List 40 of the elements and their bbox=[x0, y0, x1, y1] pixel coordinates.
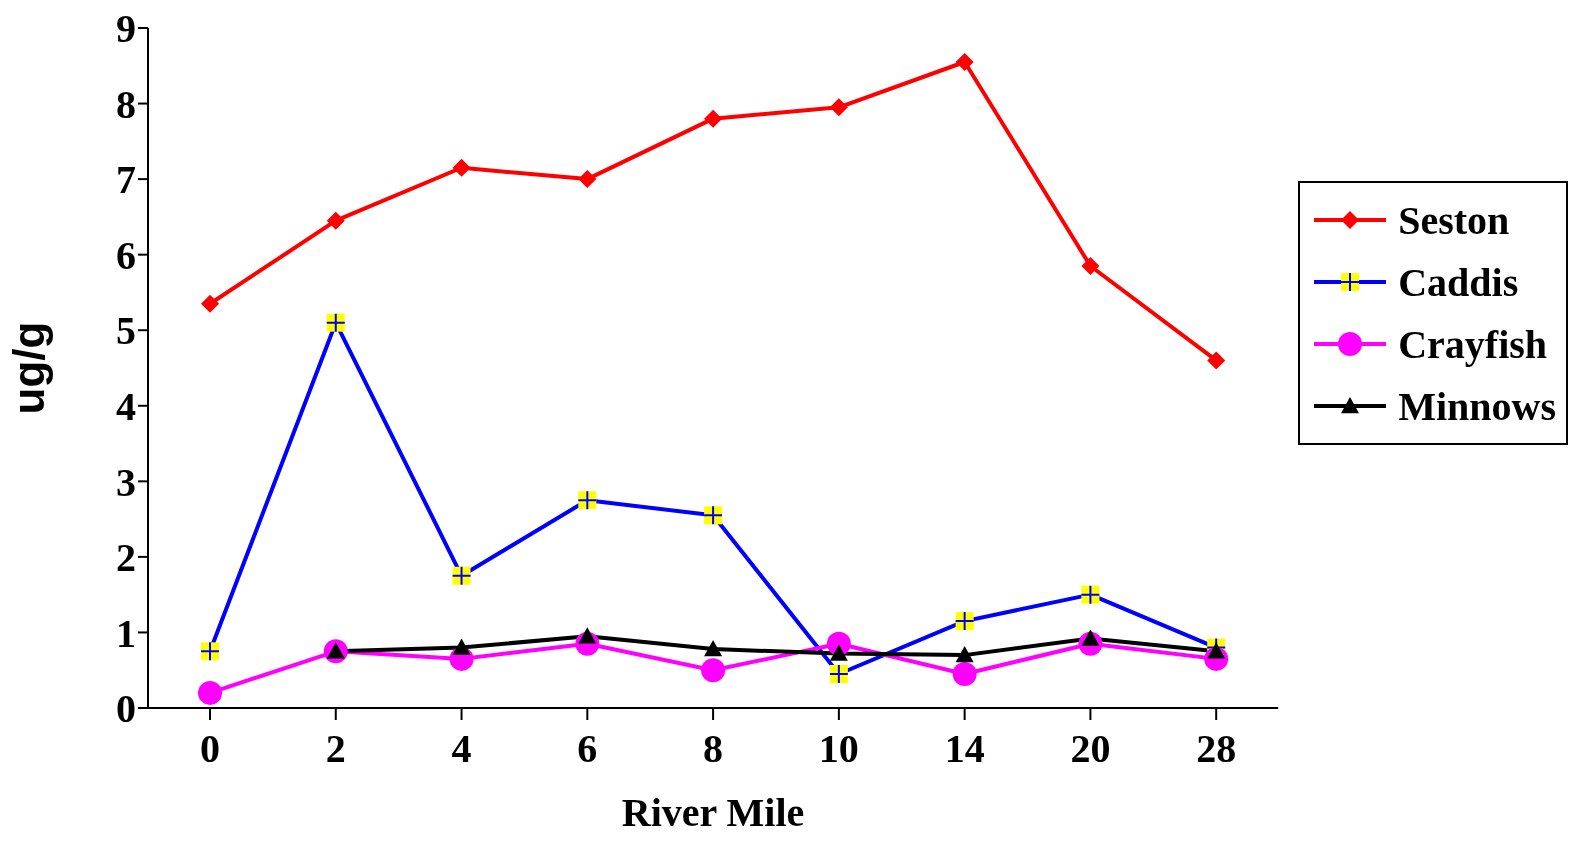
y-tick-label: 3 bbox=[116, 459, 136, 505]
legend-label: Caddis bbox=[1398, 258, 1519, 306]
x-tick-label: 0 bbox=[200, 726, 220, 772]
point bbox=[326, 211, 345, 230]
legend-label: Seston bbox=[1398, 196, 1510, 244]
legend-label: Minnows bbox=[1398, 382, 1556, 430]
y-tick-label: 1 bbox=[116, 610, 136, 656]
y-axis-title: ug/g bbox=[3, 321, 53, 415]
point bbox=[201, 294, 219, 313]
point bbox=[704, 109, 723, 128]
point bbox=[955, 646, 974, 663]
y-tick-label: 4 bbox=[116, 383, 136, 429]
x-tick-label: 28 bbox=[1196, 726, 1237, 772]
legend-label: Crayfish bbox=[1398, 320, 1548, 368]
y-tick-label: 8 bbox=[116, 81, 136, 127]
point bbox=[452, 638, 471, 655]
point bbox=[198, 680, 222, 705]
y-tick-label: 6 bbox=[116, 232, 136, 278]
point bbox=[1081, 257, 1100, 275]
y-tick-label: 2 bbox=[116, 535, 136, 581]
y-tick-label: 5 bbox=[116, 308, 136, 354]
y-tick-label: 7 bbox=[116, 157, 136, 203]
point bbox=[578, 170, 597, 189]
x-tick-label: 10 bbox=[818, 726, 859, 772]
x-tick-label: 8 bbox=[703, 726, 724, 772]
point bbox=[452, 158, 471, 177]
y-tick-label: 0 bbox=[116, 686, 136, 732]
point bbox=[701, 658, 726, 683]
point bbox=[952, 662, 977, 686]
point bbox=[955, 53, 974, 71]
y-tick-label: 9 bbox=[116, 6, 136, 52]
x-tick-label: 4 bbox=[451, 726, 472, 772]
x-tick-label: 6 bbox=[577, 726, 598, 772]
x-tick-label: 20 bbox=[1070, 726, 1111, 772]
point bbox=[1207, 351, 1226, 370]
x-axis-title: River Mile bbox=[621, 790, 805, 836]
x-tick-label: 14 bbox=[944, 726, 985, 772]
point bbox=[829, 98, 848, 117]
point bbox=[704, 640, 723, 657]
x-tick-label: 2 bbox=[325, 726, 346, 772]
